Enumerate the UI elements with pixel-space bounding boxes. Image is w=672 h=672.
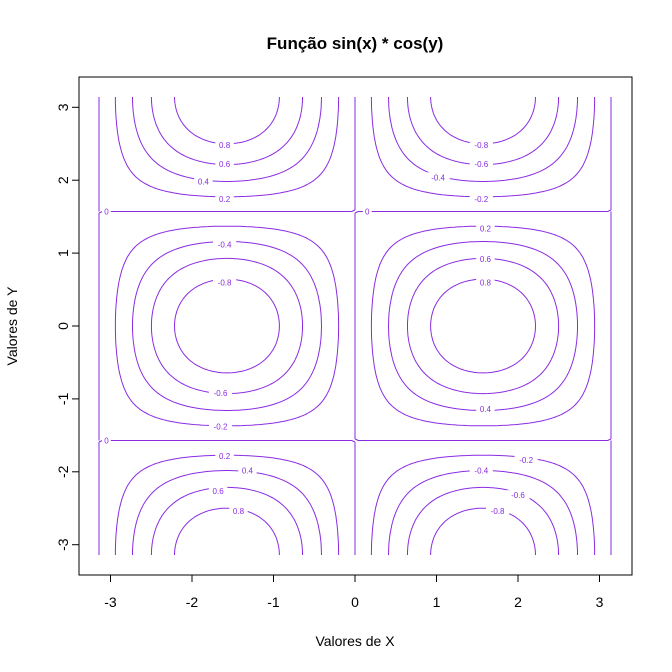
contour-labels: 0.8 0.6 0.4 0.2 -0.8 -0.6 -0.4 -0.2 0 0 -0.4 -0.8 -0… bbox=[102, 140, 538, 517]
contour-label-bg bbox=[469, 194, 493, 205]
contour-line-neg0_4 bbox=[132, 96, 578, 556]
contour-label: -0.8 bbox=[474, 141, 488, 150]
x-tick-label: 3 bbox=[596, 594, 604, 610]
contour-label: 0.8 bbox=[233, 507, 245, 516]
contour-label: 0.8 bbox=[480, 278, 492, 287]
contour-label: -0.8 bbox=[491, 507, 505, 516]
contour-label-bg bbox=[208, 388, 233, 399]
y-tick-label: 3 bbox=[55, 103, 71, 111]
contour-label-bg bbox=[208, 485, 228, 496]
contour-label: -0.8 bbox=[218, 278, 232, 287]
chart-title: Função sin(x) * cos(y) bbox=[267, 34, 444, 53]
contour-label: 0 bbox=[104, 436, 109, 445]
contour-label-bg bbox=[362, 206, 372, 217]
contour-label: -0.4 bbox=[474, 466, 488, 475]
contour-label-bg bbox=[213, 277, 237, 288]
x-tick-label: -3 bbox=[104, 594, 117, 610]
y-tick-label: -1 bbox=[55, 392, 71, 405]
contour-label-bg bbox=[102, 435, 111, 446]
x-tick-label: -1 bbox=[267, 594, 280, 610]
y-axis: -3 -2 -1 0 1 2 3 bbox=[55, 103, 79, 551]
contour-label-bg bbox=[238, 465, 257, 476]
contour-label-bg bbox=[514, 455, 538, 466]
contour-label: 0.2 bbox=[219, 195, 231, 204]
y-tick-label: -3 bbox=[55, 538, 71, 551]
contour-label: -0.4 bbox=[431, 173, 445, 182]
contour-label-bg bbox=[486, 506, 510, 517]
contour-label: -0.4 bbox=[218, 240, 232, 249]
contour-label: 0.6 bbox=[213, 487, 225, 496]
contour-label-bg bbox=[506, 490, 530, 501]
contour-label: -0.6 bbox=[474, 160, 488, 169]
contour-label-bg bbox=[102, 206, 111, 217]
y-tick-label: -2 bbox=[55, 465, 71, 478]
contour-line-0_6 bbox=[150, 96, 560, 556]
x-axis: -3 -2 -1 0 1 2 3 bbox=[104, 575, 604, 610]
x-tick-label: 2 bbox=[514, 594, 522, 610]
x-tick-label: -2 bbox=[186, 594, 199, 610]
contour-label: 0.2 bbox=[480, 224, 492, 233]
contour-label-bg bbox=[469, 465, 493, 476]
y-tick-label: 0 bbox=[55, 322, 71, 330]
contour-line-neg0_6 bbox=[150, 96, 560, 556]
contour-lines bbox=[98, 96, 612, 556]
contour-label: -0.2 bbox=[474, 195, 488, 204]
x-tick-label: 1 bbox=[433, 594, 441, 610]
contour-label-bg bbox=[476, 253, 495, 264]
y-tick-label: 1 bbox=[55, 249, 71, 257]
contour-label-bg bbox=[476, 223, 495, 234]
contour-label: -0.6 bbox=[214, 389, 228, 398]
contour-label-bg bbox=[476, 404, 495, 415]
contour-label-bg bbox=[208, 421, 233, 432]
contour-label: -0.2 bbox=[519, 456, 533, 465]
contour-label: 0 bbox=[104, 208, 109, 217]
contour-label: 0.4 bbox=[242, 466, 254, 475]
contour-label: 0.4 bbox=[480, 405, 492, 414]
contour-label-bg bbox=[215, 159, 234, 170]
contour-line-0_4 bbox=[132, 96, 578, 556]
contour-label-bg bbox=[215, 450, 234, 461]
contour-label-bg bbox=[194, 176, 213, 187]
x-tick-label: 0 bbox=[351, 594, 359, 610]
contour-label: 0.8 bbox=[219, 141, 231, 150]
contour-line-0 bbox=[98, 97, 612, 555]
contour-label-bg bbox=[215, 194, 234, 205]
contour-label: 0.6 bbox=[219, 160, 231, 169]
contour-label: 0.6 bbox=[480, 255, 492, 264]
contour-label-bg bbox=[213, 239, 237, 250]
x-axis-label: Valores de X bbox=[315, 633, 395, 649]
contour-label: 0.4 bbox=[198, 178, 210, 187]
contour-label-bg bbox=[469, 159, 493, 170]
contour-label-bg bbox=[215, 140, 234, 151]
y-axis-label: Valores de Y bbox=[4, 286, 20, 366]
contour-label-bg bbox=[469, 140, 493, 151]
contour-label: 0.2 bbox=[219, 452, 231, 461]
contour-line-0_8 bbox=[174, 96, 536, 556]
contour-label-bg bbox=[476, 277, 495, 288]
contour-label-bg bbox=[229, 506, 248, 517]
y-tick-label: 2 bbox=[55, 176, 71, 184]
contour-label-bg bbox=[426, 172, 450, 183]
contour-label: -0.2 bbox=[214, 423, 228, 432]
contour-label: 0 bbox=[365, 208, 370, 217]
contour-label: -0.6 bbox=[511, 491, 525, 500]
